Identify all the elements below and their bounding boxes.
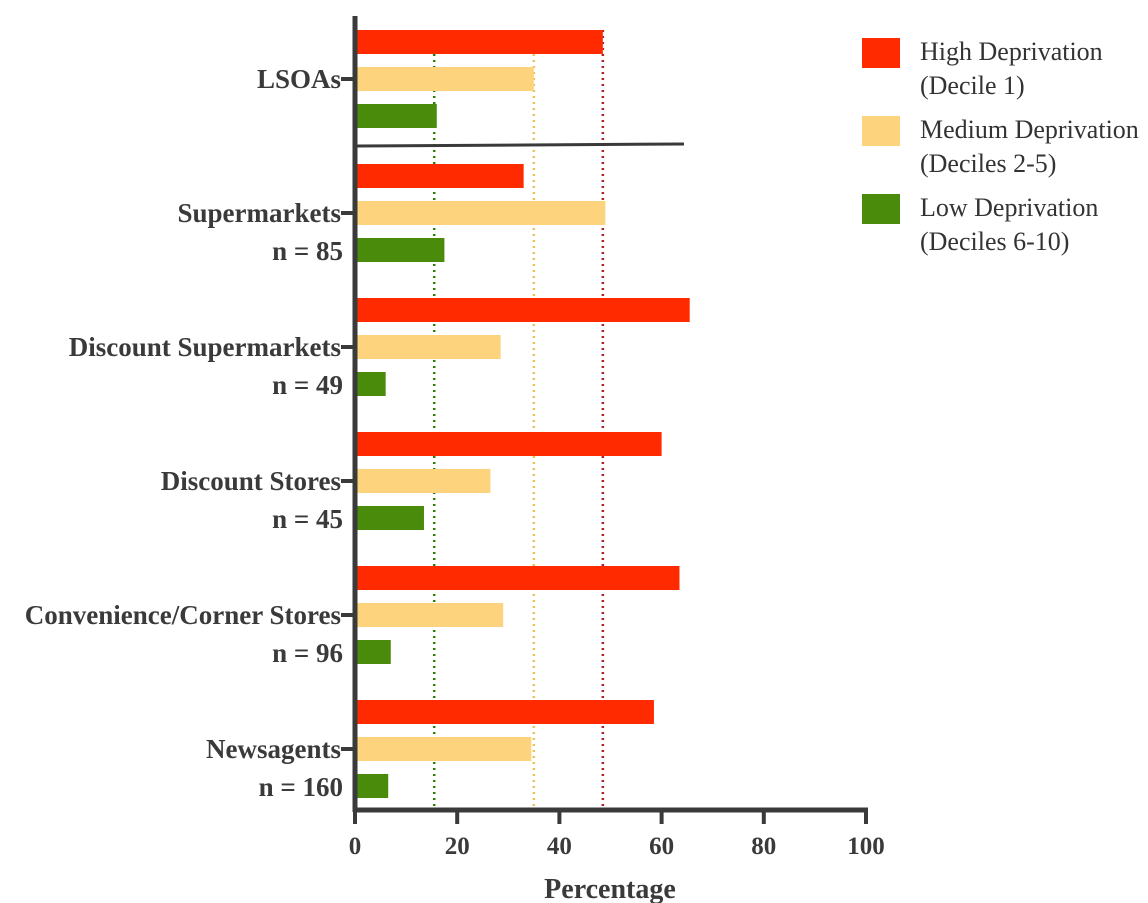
bar (355, 640, 391, 664)
category-label: Supermarkets (178, 198, 342, 228)
bar (355, 372, 386, 396)
bar (355, 566, 680, 590)
x-axis-title: Percentage (544, 874, 676, 903)
axes (352, 16, 868, 813)
bar (355, 603, 504, 627)
legend-sublabel: (Decile 1) (920, 71, 1025, 100)
x-tick-label: 80 (751, 833, 776, 860)
category-count: n = 49 (272, 370, 343, 400)
legend-label: Medium Deprivation (920, 115, 1139, 144)
legend-label: High Deprivation (920, 37, 1103, 66)
category-count: n = 85 (272, 236, 343, 266)
category-count: n = 45 (272, 504, 343, 534)
category-label: LSOAs (257, 64, 341, 94)
bar (355, 335, 501, 359)
bar (355, 30, 603, 54)
bar (355, 737, 532, 761)
legend-swatch (862, 116, 900, 146)
category-label: Newsagents (206, 734, 341, 764)
bar (355, 201, 606, 225)
bar (355, 506, 424, 530)
legend-label: Low Deprivation (920, 193, 1098, 222)
x-tick-label: 40 (547, 833, 572, 860)
bar (355, 298, 690, 322)
category-label: Convenience/Corner Stores (25, 600, 341, 630)
bar (355, 104, 437, 128)
separator-line (354, 142, 685, 148)
legend-swatch (862, 194, 900, 224)
category-count: n = 96 (272, 638, 343, 668)
x-ticks: 0 20 40 60 80 100 (349, 810, 885, 860)
reference-lines (432, 30, 605, 810)
x-tick-label: 100 (847, 833, 885, 860)
x-tick-label: 20 (445, 833, 470, 860)
bar (355, 469, 491, 493)
category-label: Discount Stores (161, 466, 341, 496)
bars (355, 30, 690, 798)
category-label: Discount Supermarkets (69, 332, 341, 362)
legend-sublabel: (Deciles 2-5) (920, 149, 1056, 178)
x-tick-label: 60 (649, 833, 674, 860)
bar (355, 238, 445, 262)
category-labels: LSOAs Supermarkets n = 85 Discount Supermar… (25, 64, 355, 802)
x-tick-label: 0 (349, 833, 362, 860)
legend-swatch (862, 38, 900, 68)
bar (355, 164, 524, 188)
category-count: n = 160 (259, 772, 343, 802)
legend-sublabel: (Deciles 6-10) (920, 227, 1069, 256)
bar (355, 432, 662, 456)
bar (355, 700, 654, 724)
bar (355, 67, 534, 91)
legend: High Deprivation (Decile 1) Medium Depriva… (862, 37, 1139, 256)
bar (355, 774, 389, 798)
